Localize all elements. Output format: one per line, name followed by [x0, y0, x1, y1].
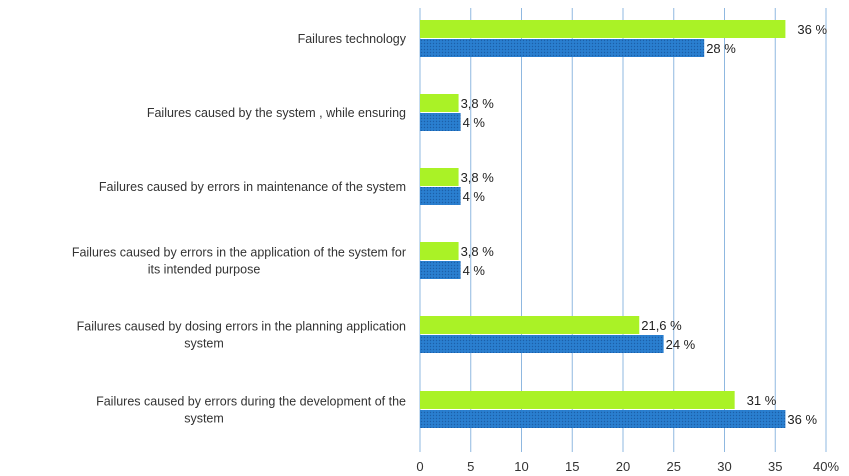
bars — [420, 20, 786, 428]
category-label: Failures caused by errors in maintenance… — [99, 180, 406, 194]
bar-series-1 — [420, 168, 459, 186]
bar-series-1 — [420, 316, 640, 334]
bar-series-2 — [420, 261, 461, 279]
bar-series-2 — [420, 410, 786, 428]
x-tick-label: 5 — [467, 459, 474, 474]
bar-series-2 — [420, 39, 705, 57]
bar-series-2 — [420, 113, 461, 131]
data-label: 3,8 % — [461, 96, 495, 111]
category-label: Failures technology — [298, 32, 407, 46]
data-label: 24 % — [666, 337, 696, 352]
x-tick-label: 35 — [768, 459, 782, 474]
bar-series-1 — [420, 242, 459, 260]
data-label: 4 % — [463, 115, 486, 130]
data-label: 3,8 % — [461, 244, 495, 259]
category-label: its intended purpose — [148, 263, 261, 277]
data-label: 4 % — [463, 189, 486, 204]
category-label: Failures caused by errors in the applica… — [72, 246, 406, 260]
data-label: 4 % — [463, 263, 486, 278]
data-label: 28 % — [706, 41, 736, 56]
data-labels: 36 % 28 % 3,8 % 4 % 3,8 % 4 % 3,8 % 4 % 21,6 % 24… — [461, 22, 828, 427]
x-tick-label: 20 — [616, 459, 630, 474]
category-label: Failures caused by errors during the dev… — [96, 395, 406, 409]
data-label: 3,8 % — [461, 170, 495, 185]
category-label: Failures caused by dosing errors in the … — [77, 320, 406, 334]
category-label: system — [184, 337, 224, 351]
bar-series-2 — [420, 335, 664, 353]
data-label: 21,6 % — [641, 318, 682, 333]
x-tick-label: 10 — [514, 459, 528, 474]
data-label: 31 % — [747, 393, 777, 408]
x-tick-label: 15 — [565, 459, 579, 474]
category-label: Failures caused by the system , while en… — [147, 106, 406, 120]
gridlines — [419, 8, 827, 452]
category-labels: Failures technology Failures caused by th… — [72, 32, 407, 426]
x-tick-label: 40% — [813, 459, 839, 474]
x-tick-labels: 0 5 10 15 20 25 30 35 40% — [416, 459, 839, 474]
data-label: 36 % — [787, 412, 817, 427]
bar-series-2 — [420, 187, 461, 205]
x-tick-label: 25 — [667, 459, 681, 474]
x-tick-label: 30 — [717, 459, 731, 474]
category-label: system — [184, 412, 224, 426]
bar-series-1 — [420, 94, 459, 112]
x-tick-label: 0 — [416, 459, 423, 474]
bar-series-1 — [420, 391, 735, 409]
bar-series-1 — [420, 20, 786, 38]
data-label: 36 % — [797, 22, 827, 37]
